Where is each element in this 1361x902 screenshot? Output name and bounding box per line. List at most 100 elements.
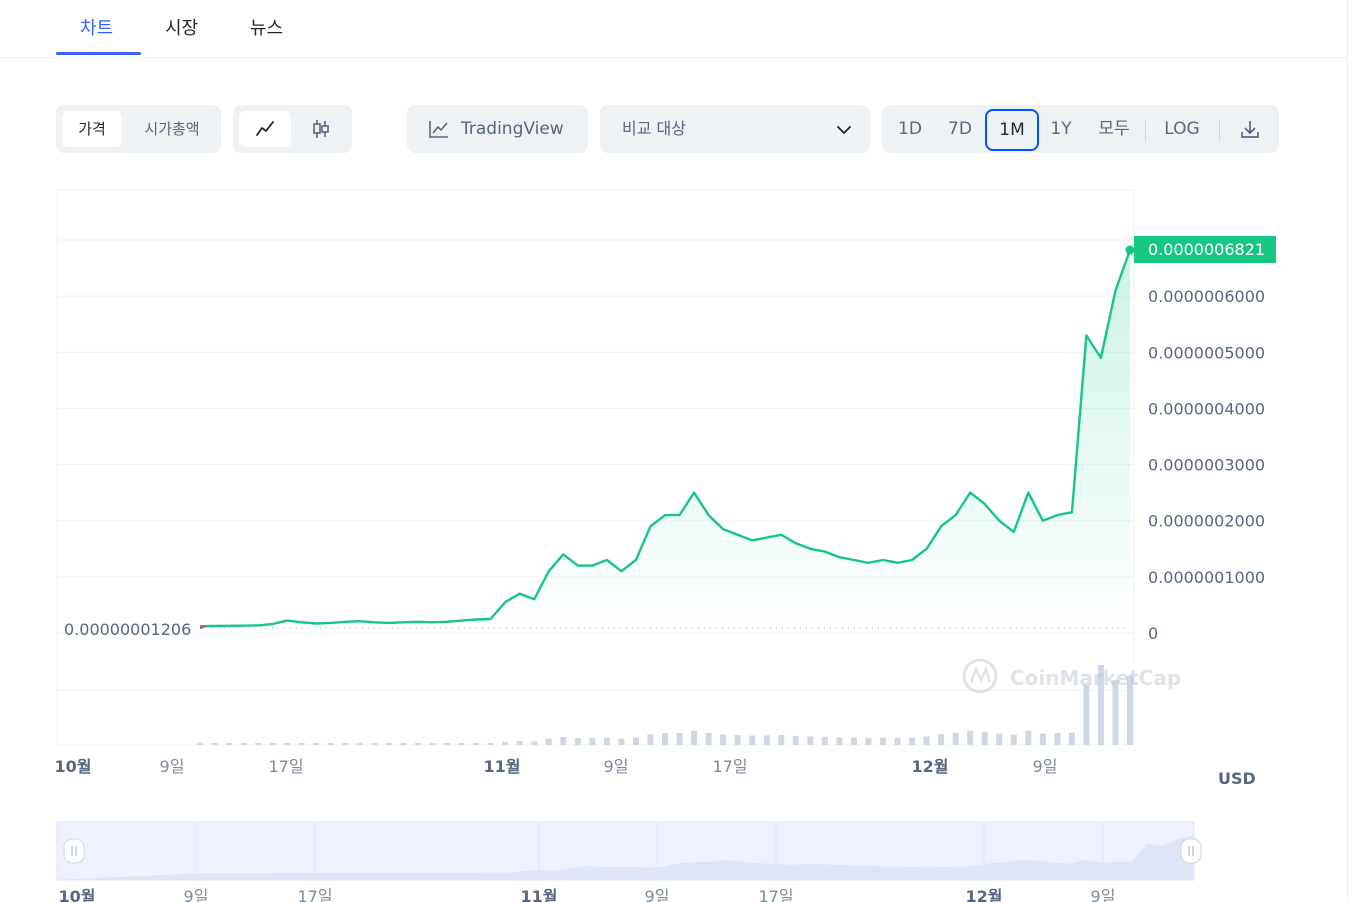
tab-markets[interactable]: 시장 xyxy=(165,18,199,39)
volume-bar xyxy=(850,737,857,745)
tradingview-label: TradingView xyxy=(461,119,564,139)
volume-bar xyxy=(385,743,392,745)
navigator-tick-label: 9일 xyxy=(184,887,209,902)
range-all-button[interactable]: 모두 xyxy=(1098,119,1130,139)
volume-bar xyxy=(981,731,988,745)
compare-dropdown[interactable]: 비교 대상 xyxy=(600,105,870,153)
volume-bar xyxy=(211,743,218,745)
current-price-label: 0.0000006821 xyxy=(1148,240,1265,259)
volume-bar xyxy=(327,743,334,745)
y-tick-label: 0.0000001000 xyxy=(1148,568,1265,587)
tradingview-button[interactable]: TradingView xyxy=(407,105,588,153)
candlestick-chart-button[interactable] xyxy=(295,111,347,147)
volume-bar xyxy=(909,737,916,745)
volume-bar xyxy=(1010,734,1017,745)
line-chart-button[interactable] xyxy=(239,111,291,147)
x-tick-label: 17일 xyxy=(268,757,303,776)
volume-bar xyxy=(734,735,741,745)
volume-bar xyxy=(996,733,1003,745)
start-price-label: 0.00000001206 xyxy=(64,620,191,639)
volume-bar xyxy=(923,736,930,745)
volume-bar xyxy=(1025,730,1032,745)
volume-bar xyxy=(603,737,610,745)
navigator-area xyxy=(57,835,1194,880)
volume-bar xyxy=(1097,665,1104,745)
volume-bar xyxy=(531,741,538,745)
y-tick-label: 0.0000006000 xyxy=(1148,287,1265,306)
y-tick-label: 0.0000002000 xyxy=(1148,512,1265,531)
navigator-left-handle[interactable] xyxy=(63,838,85,864)
coinmarketcap-logo-mark xyxy=(969,665,992,684)
volume-bar xyxy=(632,737,639,745)
compare-placeholder: 비교 대상 xyxy=(622,119,686,138)
range-divider xyxy=(1219,119,1220,141)
range-1d-button[interactable]: 1D xyxy=(898,119,922,139)
price-toggle-button[interactable]: 가격 xyxy=(62,111,122,147)
volume-bar xyxy=(240,743,247,745)
volume-bar xyxy=(313,743,320,745)
candlestick-icon xyxy=(313,120,329,138)
volume-bar xyxy=(676,733,683,745)
x-tick-label: 10월 xyxy=(55,757,92,776)
volume-bar xyxy=(574,738,581,745)
tradingview-chart-icon xyxy=(429,121,448,138)
current-price-dot xyxy=(1125,245,1135,255)
volume-bar xyxy=(197,743,203,745)
volume-bar xyxy=(473,743,480,745)
volume-bar xyxy=(589,738,596,745)
x-tick-label: 9일 xyxy=(604,757,629,776)
download-icon xyxy=(1241,121,1259,138)
navigator-tick-label: 10월 xyxy=(59,887,96,902)
navigator-tick-label: 12월 xyxy=(966,887,1003,902)
volume-bar xyxy=(720,734,727,745)
range-1y-button[interactable]: 1Y xyxy=(1050,119,1072,139)
download-button[interactable] xyxy=(1234,105,1266,153)
volume-bar xyxy=(879,737,886,745)
y-tick-label: 0.0000003000 xyxy=(1148,456,1265,475)
x-tick-label: 11월 xyxy=(484,757,521,776)
volume-bar xyxy=(502,741,509,745)
volume-bar xyxy=(400,743,407,745)
volume-bar xyxy=(938,734,945,745)
x-tick-label: 17일 xyxy=(712,757,747,776)
volume-bar xyxy=(1083,684,1090,745)
plot-frame xyxy=(56,189,1135,746)
volume-bar xyxy=(487,743,494,745)
y-tick-label: 0.0000004000 xyxy=(1148,399,1265,418)
volume-bar xyxy=(371,743,378,745)
volume-bar xyxy=(1054,733,1061,745)
volume-bar xyxy=(458,743,465,745)
right-edge-divider xyxy=(1347,0,1348,902)
top-tabs: 차트 시장 뉴스 xyxy=(0,0,1347,58)
coinmarketcap-watermark: CoinMarketCap xyxy=(962,658,1181,694)
volume-bar xyxy=(226,743,233,745)
range-7d-button[interactable]: 7D xyxy=(948,119,972,139)
log-scale-button[interactable]: LOG xyxy=(1164,119,1200,139)
coinmarketcap-logo-icon xyxy=(962,658,998,694)
volume-bar xyxy=(821,736,828,745)
navigator-tick-label: 17일 xyxy=(758,887,793,902)
volume-bar xyxy=(792,735,799,745)
volume-bar xyxy=(516,741,523,745)
volume-bar xyxy=(967,730,974,745)
navigator-tick-label: 9일 xyxy=(1091,887,1116,902)
navigator-tick-label: 11월 xyxy=(521,887,558,902)
market-cap-toggle-button[interactable]: 시가총액 xyxy=(144,120,200,138)
volume-bar xyxy=(618,738,625,745)
metric-toggle: 가격 시가총액 xyxy=(56,105,221,153)
tab-news[interactable]: 뉴스 xyxy=(250,18,284,39)
navigator-right-handle[interactable] xyxy=(1180,838,1202,864)
active-tab-indicator xyxy=(56,52,141,55)
volume-bar xyxy=(647,734,654,745)
tab-chart[interactable]: 차트 xyxy=(80,18,114,39)
y-tick-label: 0.0000005000 xyxy=(1148,343,1265,362)
start-segment xyxy=(199,625,206,630)
range-1m-button[interactable]: 1M xyxy=(985,109,1039,151)
x-tick-label: 9일 xyxy=(1033,757,1058,776)
x-axis-ticks: 10월 9일 17일 11월 9일 17일 12월 9일 xyxy=(55,757,1058,776)
volume-bar xyxy=(255,743,262,745)
volume-bar xyxy=(545,738,552,745)
volume-bar xyxy=(763,735,770,745)
volume-bar xyxy=(284,743,291,745)
